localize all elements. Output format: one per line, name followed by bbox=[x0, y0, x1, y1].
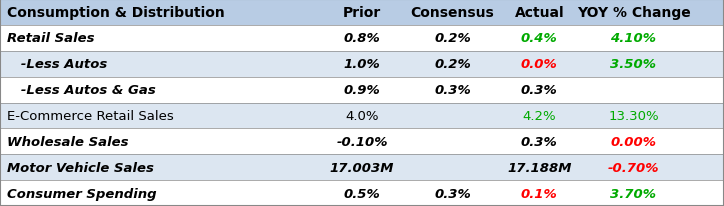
Text: Consumer Spending: Consumer Spending bbox=[7, 187, 157, 200]
Text: 0.2%: 0.2% bbox=[434, 32, 471, 45]
Bar bbox=[0, 129, 724, 154]
Bar bbox=[0, 77, 724, 103]
Text: Consumption & Distribution: Consumption & Distribution bbox=[7, 6, 225, 20]
Text: 0.3%: 0.3% bbox=[434, 84, 471, 97]
Text: 4.0%: 4.0% bbox=[345, 109, 379, 122]
Text: 0.0%: 0.0% bbox=[521, 58, 557, 71]
Text: 17.188M: 17.188M bbox=[508, 161, 571, 174]
Text: 13.30%: 13.30% bbox=[608, 109, 659, 122]
Text: -0.10%: -0.10% bbox=[336, 135, 388, 148]
Text: 0.1%: 0.1% bbox=[521, 187, 557, 200]
Text: -Less Autos: -Less Autos bbox=[7, 58, 107, 71]
Text: YOY % Change: YOY % Change bbox=[576, 6, 691, 20]
Text: E-Commerce Retail Sales: E-Commerce Retail Sales bbox=[7, 109, 174, 122]
Text: 1.0%: 1.0% bbox=[344, 58, 380, 71]
Text: 4.10%: 4.10% bbox=[610, 32, 657, 45]
Text: 0.00%: 0.00% bbox=[610, 135, 657, 148]
Text: 17.003M: 17.003M bbox=[330, 161, 394, 174]
Text: Motor Vehicle Sales: Motor Vehicle Sales bbox=[7, 161, 154, 174]
Text: 0.2%: 0.2% bbox=[434, 58, 471, 71]
Text: 4.2%: 4.2% bbox=[523, 109, 556, 122]
Bar bbox=[0, 26, 724, 52]
Text: 3.70%: 3.70% bbox=[610, 187, 657, 200]
Text: 0.3%: 0.3% bbox=[434, 187, 471, 200]
Text: Wholesale Sales: Wholesale Sales bbox=[7, 135, 129, 148]
Bar bbox=[0, 103, 724, 129]
Text: Consensus: Consensus bbox=[411, 6, 494, 20]
Text: 0.4%: 0.4% bbox=[521, 32, 557, 45]
Text: 0.5%: 0.5% bbox=[344, 187, 380, 200]
Text: -0.70%: -0.70% bbox=[607, 161, 660, 174]
Text: Actual: Actual bbox=[515, 6, 564, 20]
Text: -Less Autos & Gas: -Less Autos & Gas bbox=[7, 84, 156, 97]
Bar bbox=[0, 154, 724, 180]
Bar bbox=[0, 180, 724, 206]
Text: Retail Sales: Retail Sales bbox=[7, 32, 95, 45]
Bar bbox=[0, 52, 724, 77]
Text: 0.8%: 0.8% bbox=[344, 32, 380, 45]
Text: Prior: Prior bbox=[343, 6, 381, 20]
Text: 0.3%: 0.3% bbox=[521, 135, 557, 148]
Text: 3.50%: 3.50% bbox=[610, 58, 657, 71]
Text: 0.9%: 0.9% bbox=[344, 84, 380, 97]
Bar bbox=[0, 0, 724, 26]
Text: 0.3%: 0.3% bbox=[521, 84, 557, 97]
